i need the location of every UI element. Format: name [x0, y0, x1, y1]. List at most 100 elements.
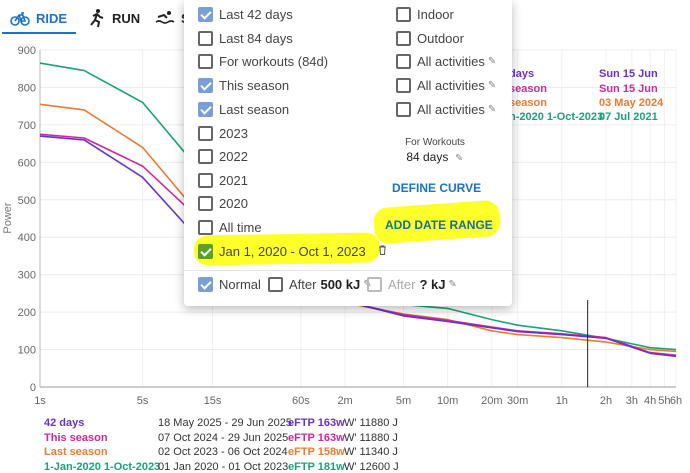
x-tick-label: 60s	[292, 395, 310, 407]
trash-icon[interactable]	[378, 245, 387, 258]
period-2023[interactable]: 2023	[198, 126, 248, 141]
x-tick-label: 5s	[137, 395, 149, 407]
checkbox[interactable]	[198, 54, 213, 69]
checkbox-checked[interactable]	[198, 102, 213, 117]
legend-eftp: eFTP 163w	[288, 431, 345, 444]
x-tick-label: 5m	[396, 395, 411, 407]
checkbox[interactable]	[198, 220, 213, 235]
for-workouts-value: 84 days	[406, 150, 449, 164]
define-curve-button[interactable]: DEFINE CURVE	[392, 181, 482, 195]
y-tick-label: 100	[18, 345, 36, 357]
y-tick-label: 0	[30, 382, 36, 394]
after-kj-option-2[interactable]: After ? kJ ✎	[367, 277, 457, 292]
right-legend-42days: days Sun 15 Jun	[509, 68, 658, 80]
period-label: For workouts (84d)	[219, 54, 329, 69]
pencil-icon[interactable]: ✎	[487, 80, 497, 91]
filter-label: All activities	[417, 78, 485, 93]
legend-row[interactable]: This season 07 Oct 2024 - 29 Jun 2025 eF…	[44, 431, 399, 446]
period-2020[interactable]: 2020	[198, 196, 248, 211]
filter-activities-1[interactable]: All activities ✎	[396, 54, 497, 69]
x-tick-label: 20m	[481, 395, 502, 407]
add-date-range-button[interactable]: ADD DATE RANGE	[385, 218, 493, 232]
x-tick-label: 2h	[600, 395, 612, 407]
period-last-42-days[interactable]: Last 42 days	[198, 7, 293, 22]
filter-label: Indoor	[417, 7, 454, 22]
legend-row[interactable]: Last season 02 Oct 2023 - 06 Oct 2024 eF…	[44, 445, 399, 460]
period-this-season[interactable]: This season	[198, 78, 289, 93]
filter-indoor[interactable]: Indoor	[396, 7, 454, 22]
tab-ride-label: RIDE	[36, 10, 68, 26]
right-legend-last-season: season 03 May 2024	[509, 97, 663, 109]
right-legend-date: 07 Jul 2021	[599, 111, 658, 123]
normal-label: Normal	[219, 277, 261, 292]
legend-wprime: W' 12600 J	[344, 460, 399, 473]
x-tick-label: 30m	[507, 395, 528, 407]
checkbox[interactable]	[367, 277, 382, 292]
tab-ride[interactable]: RIDE	[10, 6, 67, 30]
pencil-icon[interactable]: ✎	[487, 56, 497, 67]
period-custom-range[interactable]: Jan 1, 2020 - Oct 1, 2023	[198, 244, 387, 259]
filter-activities-2[interactable]: All activities ✎	[396, 78, 497, 93]
period-2022[interactable]: 2022	[198, 149, 248, 164]
pencil-icon[interactable]: ✎	[487, 104, 497, 115]
tab-run[interactable]: RUN	[86, 6, 140, 30]
legend-wprime: W' 11340 J	[344, 446, 398, 458]
filter-activities-3[interactable]: All activities ✎	[396, 102, 497, 117]
for-workouts-label: For Workouts	[405, 137, 465, 148]
x-tick-label: 15s	[204, 395, 222, 407]
divider	[184, 270, 512, 271]
x-tick-label: 2m	[337, 395, 352, 407]
checkbox[interactable]	[396, 78, 411, 93]
period-for-workouts[interactable]: For workouts (84d)	[198, 54, 328, 69]
right-legend-date: 03 May 2024	[599, 97, 664, 109]
checkbox[interactable]	[268, 277, 283, 292]
right-legend-date: Sun 15 Jun	[599, 83, 658, 95]
period-label: Last 84 days	[219, 31, 293, 46]
checkbox[interactable]	[198, 31, 213, 46]
checkbox-checked[interactable]	[198, 78, 213, 93]
for-workouts-days[interactable]: 84 days ✎	[390, 150, 480, 164]
checkbox[interactable]	[396, 31, 411, 46]
filter-outdoor[interactable]: Outdoor	[396, 31, 464, 46]
x-tick-label: 5h	[658, 395, 670, 407]
legend-row[interactable]: 1-Jan-2020 1-Oct-2023 01 Jan 2020 - 01 O…	[44, 460, 399, 473]
checkbox-checked[interactable]	[198, 277, 213, 292]
checkbox[interactable]	[198, 196, 213, 211]
legend-eftp: eFTP 181w	[288, 460, 345, 473]
checkbox[interactable]	[198, 126, 213, 141]
legend-name: 1-Jan-2020 1-Oct-2023	[44, 460, 161, 473]
legend-row[interactable]: 42 days 18 May 2025 - 29 Jun 2025 eFTP 1…	[44, 416, 399, 431]
checkbox[interactable]	[396, 102, 411, 117]
checkbox-checked[interactable]	[198, 244, 213, 259]
pencil-icon[interactable]: ✎	[448, 279, 457, 290]
runner-icon	[90, 9, 104, 28]
period-label: Last season	[219, 102, 290, 117]
after-kj-option[interactable]: After 500 kJ ✎	[268, 277, 372, 292]
y-tick-label: 800	[18, 82, 36, 94]
x-tick-label: 1h	[556, 395, 568, 407]
tab-run-label: RUN	[112, 10, 141, 26]
normal-option[interactable]: Normal	[198, 277, 261, 292]
period-all-time[interactable]: All time	[198, 220, 262, 235]
period-label: This season	[219, 78, 290, 93]
x-tick-label: 1s	[34, 395, 46, 407]
period-label: Last 42 days	[219, 7, 293, 22]
period-last-84-days[interactable]: Last 84 days	[198, 31, 293, 46]
checkbox[interactable]	[396, 54, 411, 69]
after-kj-value[interactable]: ? kJ	[419, 277, 446, 292]
x-tick-label: 10m	[437, 395, 458, 407]
period-label: Jan 1, 2020 - Oct 1, 2023	[219, 244, 366, 259]
legend-name: 42 days	[44, 417, 85, 429]
y-tick-label: 300	[18, 270, 36, 282]
right-legend-name: season	[509, 83, 547, 95]
right-legend-name: days	[509, 68, 535, 80]
period-last-season[interactable]: Last season	[198, 102, 289, 117]
curve-options-popup: Last 42 days Last 84 days For workouts (…	[184, 0, 512, 306]
period-2021[interactable]: 2021	[198, 173, 248, 188]
checkbox[interactable]	[198, 149, 213, 164]
checkbox-checked[interactable]	[198, 7, 213, 22]
checkbox[interactable]	[198, 173, 213, 188]
after-kj-value[interactable]: 500 kJ	[320, 277, 361, 292]
pencil-icon[interactable]: ✎	[454, 153, 464, 164]
checkbox[interactable]	[396, 7, 411, 22]
